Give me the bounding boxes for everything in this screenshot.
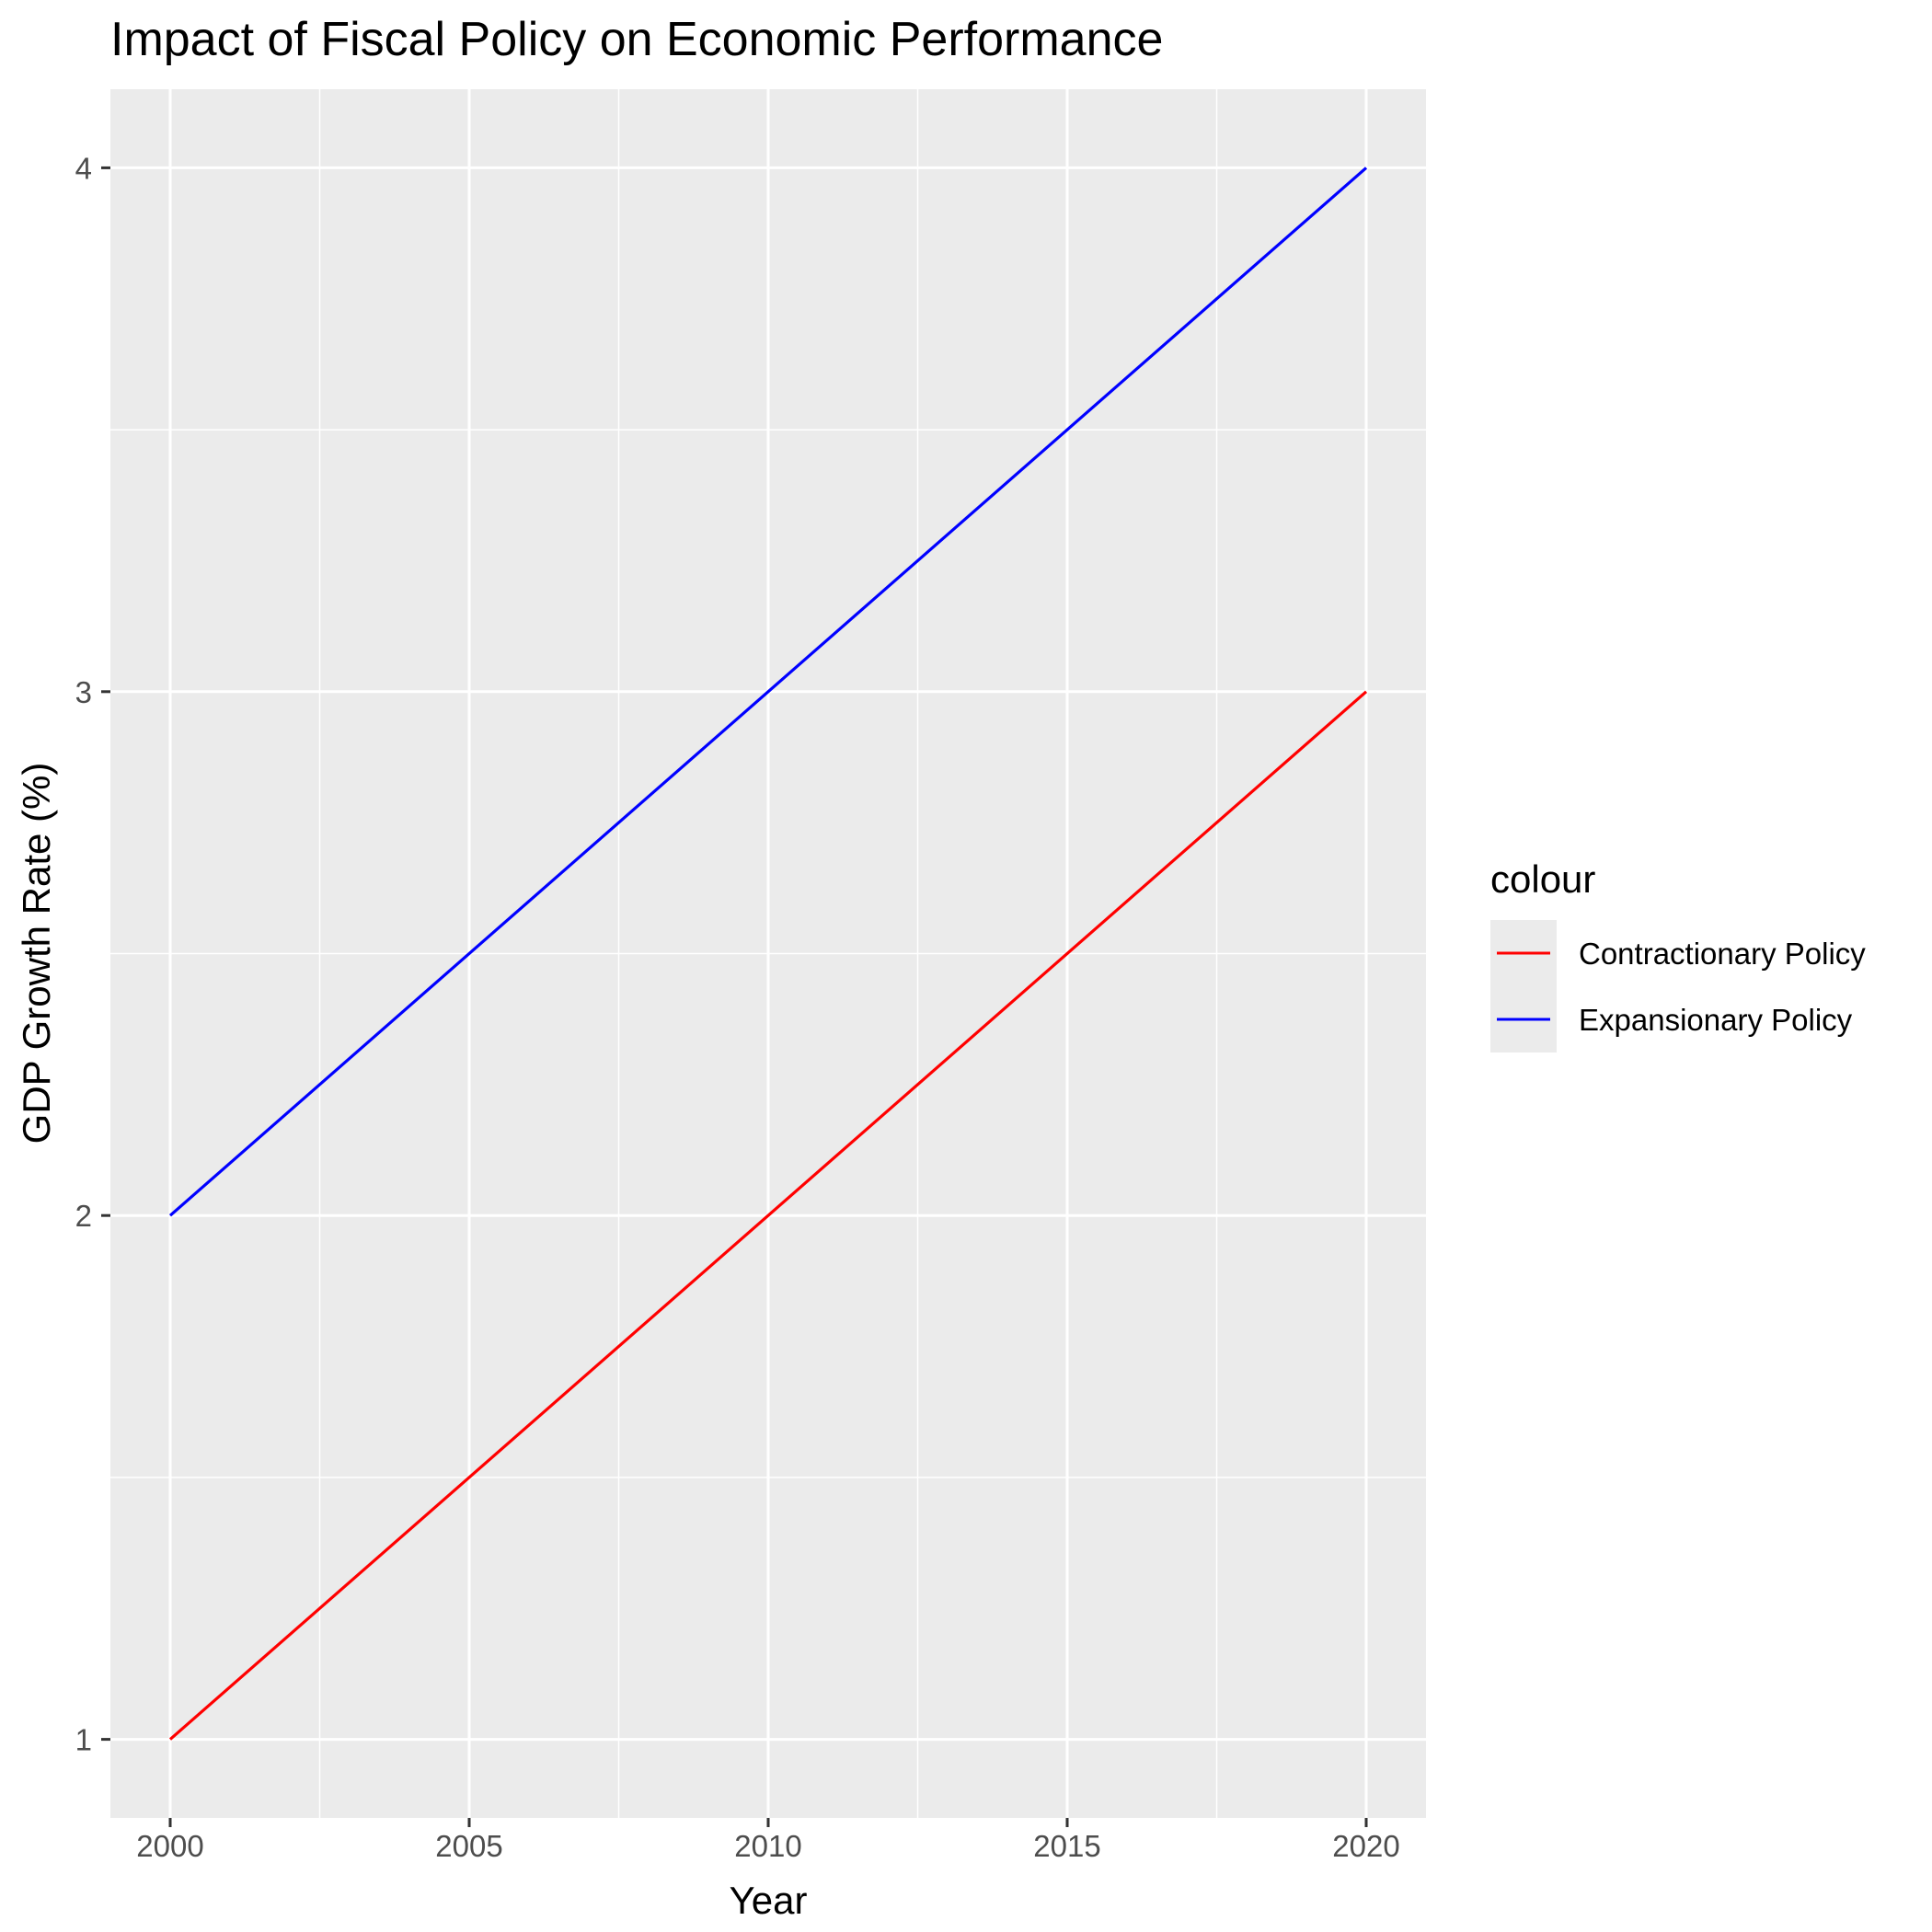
series-lines [168,167,1368,1741]
y-axis: 1 2 3 4 [75,151,110,1757]
x-tick-label: 2010 [734,1829,801,1863]
chart-title: Impact of Fiscal Policy on Economic Perf… [110,13,1163,66]
y-tick-label: 2 [75,1199,92,1233]
legend: colour Contractionary Policy Expansionar… [1490,857,1866,1052]
y-tick-label: 1 [75,1723,92,1757]
legend-label-contractionary: Contractionary Policy [1579,937,1866,971]
x-tick-label: 2005 [435,1829,502,1863]
legend-title: colour [1490,857,1595,901]
legend-label-expansionary: Expansionary Policy [1579,1003,1853,1037]
y-tick-label: 3 [75,675,92,709]
y-tick-label: 4 [75,151,92,185]
series-line-1 [168,167,1368,1217]
x-axis: 2000 2005 2010 2015 2020 [136,1818,1400,1863]
x-tick-label: 2020 [1332,1829,1399,1863]
x-axis-title: Year [730,1879,808,1922]
x-tick-label: 2000 [136,1829,203,1863]
x-tick-label: 2015 [1033,1829,1100,1863]
series-line-0 [168,690,1368,1741]
y-axis-title: GDP Growth Rate (%) [15,763,58,1144]
